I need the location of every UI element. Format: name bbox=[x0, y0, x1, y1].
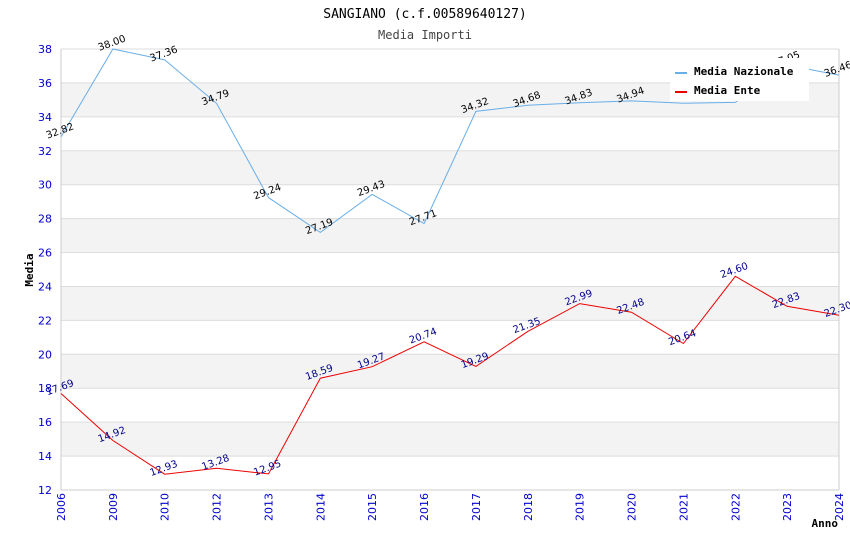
x-tick-label: 2018 bbox=[522, 493, 535, 521]
x-tick-label: 2015 bbox=[366, 493, 379, 521]
y-tick-label: 16 bbox=[38, 416, 52, 429]
axes bbox=[60, 49, 840, 491]
series-line-ente bbox=[60, 275, 840, 475]
grid-band bbox=[61, 422, 839, 457]
y-tick-label: 20 bbox=[38, 348, 52, 361]
chart-subtitle: Media Importi bbox=[378, 28, 472, 42]
grid-band bbox=[61, 252, 839, 287]
chart-title: SANGIANO (c.f.00589640127) bbox=[323, 7, 527, 22]
x-tick-label: 2016 bbox=[418, 493, 431, 521]
y-tick-label: 28 bbox=[38, 213, 52, 226]
x-tick-label: 2010 bbox=[159, 493, 172, 521]
y-tick-label: 30 bbox=[38, 179, 52, 192]
x-tick-label: 2024 bbox=[833, 493, 846, 521]
x-tick-label: 2019 bbox=[574, 493, 587, 521]
gridlines bbox=[61, 48, 839, 491]
x-tick-label: 2017 bbox=[470, 493, 483, 521]
y-tick-labels: 12 14 16 18 20 22 24 26 28 30 32 34 36 38 bbox=[38, 43, 52, 497]
grid-band bbox=[61, 320, 839, 355]
y-tick-label: 14 bbox=[38, 450, 52, 463]
legend-label-nazionale: Media Nazionale bbox=[694, 65, 794, 78]
y-axis-label: Media bbox=[23, 253, 36, 286]
x-tick-label: 2014 bbox=[314, 493, 327, 521]
y-tick-label: 18 bbox=[38, 382, 52, 395]
y-tick-label: 34 bbox=[38, 111, 52, 124]
grid-band bbox=[61, 116, 839, 151]
grid-band bbox=[61, 456, 839, 490]
x-tick-label: 2022 bbox=[729, 493, 742, 521]
y-tick-label: 12 bbox=[38, 484, 52, 497]
series-lines bbox=[60, 48, 840, 475]
legend: Media Nazionale Media Ente bbox=[670, 58, 809, 101]
y-tick-label: 38 bbox=[38, 43, 52, 56]
legend-label-ente: Media Ente bbox=[694, 84, 761, 97]
x-tick-label: 2006 bbox=[55, 493, 68, 521]
grid-band bbox=[61, 388, 839, 423]
x-tick-label: 2012 bbox=[211, 493, 224, 521]
y-tick-label: 32 bbox=[38, 145, 52, 158]
legend-box bbox=[670, 58, 809, 101]
x-axis-label: Anno bbox=[812, 517, 839, 530]
grid-band bbox=[61, 354, 839, 389]
y-tick-label: 36 bbox=[38, 77, 52, 90]
x-tick-label: 2020 bbox=[626, 493, 639, 521]
grid-band bbox=[61, 218, 839, 253]
x-tick-label: 2021 bbox=[677, 493, 690, 521]
y-tick-label: 24 bbox=[38, 280, 52, 293]
x-tick-label: 2023 bbox=[781, 493, 794, 521]
grid-band bbox=[61, 184, 839, 219]
grid-band bbox=[61, 286, 839, 321]
y-tick-label: 26 bbox=[38, 247, 52, 260]
x-tick-label: 2009 bbox=[107, 493, 120, 521]
x-tick-labels: 2006 2009 2010 2012 2013 2014 2015 2016 2017 2018… bbox=[55, 493, 846, 521]
x-tick-label: 2013 bbox=[262, 493, 275, 521]
series-line-nazionale bbox=[60, 48, 840, 234]
y-tick-label: 22 bbox=[38, 314, 52, 327]
